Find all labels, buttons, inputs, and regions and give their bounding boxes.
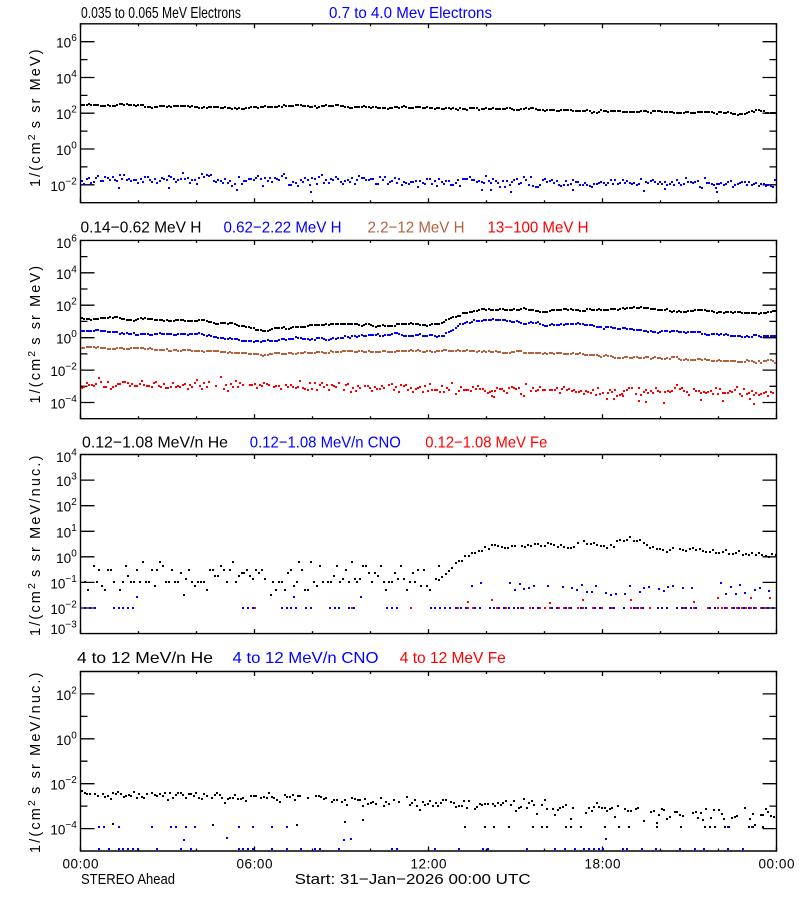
svg-text:18:00: 18:00 (585, 857, 621, 872)
svg-text:−1: −1 (65, 574, 77, 585)
svg-text:1/(cm2 s sr MeV): 1/(cm2 s sr MeV) (26, 264, 44, 404)
svg-text:13−100 MeV H: 13−100 MeV H (488, 220, 589, 237)
svg-text:10: 10 (56, 107, 71, 122)
svg-text:4 to 12 MeV/n He: 4 to 12 MeV/n He (77, 650, 213, 667)
svg-text:10: 10 (56, 474, 71, 489)
svg-text:10: 10 (50, 576, 65, 591)
svg-text:4: 4 (71, 448, 77, 459)
svg-text:−3: −3 (65, 620, 77, 631)
svg-text:10: 10 (56, 688, 71, 703)
svg-text:−2: −2 (65, 600, 77, 611)
svg-text:10: 10 (56, 733, 71, 748)
svg-text:−2: −2 (65, 362, 77, 373)
svg-text:0.12−1.08 MeV/n He: 0.12−1.08 MeV/n He (82, 435, 228, 452)
svg-text:−4: −4 (65, 820, 77, 831)
svg-text:4: 4 (71, 264, 77, 275)
svg-text:10: 10 (56, 332, 71, 347)
svg-text:Start: 31−Jan−2026 00:00 UTC: Start: 31−Jan−2026 00:00 UTC (295, 871, 531, 888)
svg-text:STEREO Ahead: STEREO Ahead (81, 871, 175, 888)
svg-text:00:00: 00:00 (759, 857, 795, 872)
svg-text:2: 2 (71, 105, 77, 116)
svg-text:10: 10 (50, 823, 65, 838)
svg-text:6: 6 (71, 33, 77, 44)
svg-text:0.7 to 4.0 Mev Electrons: 0.7 to 4.0 Mev Electrons (329, 5, 492, 22)
svg-text:2: 2 (71, 685, 77, 696)
svg-text:0.12−1.08 MeV Fe: 0.12−1.08 MeV Fe (425, 435, 547, 452)
svg-text:10: 10 (56, 36, 71, 51)
svg-text:4: 4 (71, 69, 77, 80)
svg-text:0: 0 (71, 548, 77, 559)
svg-text:−2: −2 (65, 775, 77, 786)
svg-text:10: 10 (50, 364, 65, 379)
svg-text:1/(cm2 s sr MeV/nuc.): 1/(cm2 s sr MeV/nuc.) (26, 453, 44, 636)
svg-text:0.12−1.08 MeV/n CNO: 0.12−1.08 MeV/n CNO (250, 435, 401, 452)
svg-text:12:00: 12:00 (411, 857, 447, 872)
svg-text:1: 1 (71, 523, 77, 534)
svg-text:10: 10 (50, 602, 65, 617)
svg-text:10: 10 (56, 500, 71, 515)
svg-text:10: 10 (56, 72, 71, 87)
svg-text:6: 6 (71, 233, 77, 244)
svg-text:1/(cm2 s sr MeV/nuc.): 1/(cm2 s sr MeV/nuc.) (26, 670, 44, 853)
svg-text:3: 3 (71, 472, 77, 483)
svg-text:0.035 to 0.065 MeV Electrons: 0.035 to 0.065 MeV Electrons (81, 5, 241, 22)
svg-text:10: 10 (56, 450, 71, 465)
svg-text:0: 0 (71, 329, 77, 340)
svg-text:2: 2 (71, 497, 77, 508)
svg-text:0: 0 (71, 730, 77, 741)
svg-text:0: 0 (71, 141, 77, 152)
svg-text:10: 10 (50, 778, 65, 793)
svg-text:10: 10 (56, 299, 71, 314)
svg-text:00:00: 00:00 (63, 857, 99, 872)
svg-text:−4: −4 (65, 394, 77, 405)
svg-text:10: 10 (56, 267, 71, 282)
svg-text:10: 10 (50, 397, 65, 412)
svg-text:10: 10 (56, 236, 71, 251)
svg-text:10: 10 (56, 525, 71, 540)
svg-text:10: 10 (50, 622, 65, 637)
svg-text:1/(cm2 s sr MeV): 1/(cm2 s sr MeV) (26, 47, 44, 187)
svg-text:10: 10 (56, 143, 71, 158)
svg-text:2: 2 (71, 297, 77, 308)
svg-text:4 to 12 MeV/n CNO: 4 to 12 MeV/n CNO (233, 650, 379, 667)
svg-text:2.2−12 MeV H: 2.2−12 MeV H (368, 220, 465, 237)
svg-text:0.14−0.62 MeV H: 0.14−0.62 MeV H (81, 220, 202, 237)
svg-text:10: 10 (50, 179, 65, 194)
svg-text:10: 10 (56, 551, 71, 566)
svg-text:0.62−2.22 MeV H: 0.62−2.22 MeV H (224, 220, 342, 237)
svg-text:4 to 12 MeV Fe: 4 to 12 MeV Fe (400, 650, 506, 667)
svg-text:−2: −2 (65, 176, 77, 187)
svg-text:06:00: 06:00 (237, 857, 273, 872)
